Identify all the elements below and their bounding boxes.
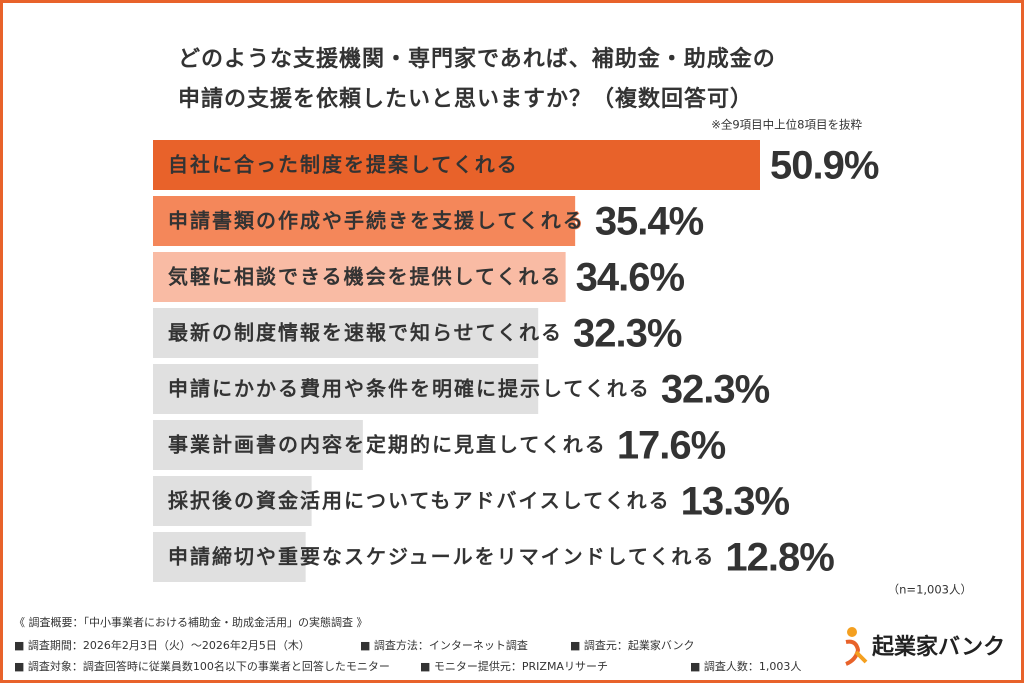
value-label: 12.8% — [725, 536, 834, 580]
category-label: 最新の制度情報を速報で知らせてくれる — [168, 321, 563, 345]
category-label: 気軽に相談できる機会を提供してくれる — [168, 265, 562, 289]
value-label: 13.3% — [681, 480, 790, 524]
bar — [153, 196, 576, 246]
value-label: 17.6% — [617, 424, 726, 468]
value-label: 32.3% — [661, 368, 770, 412]
bar — [153, 420, 363, 470]
chart-title: どのような支援機関・専門家であれば、補助金・助成金の — [178, 46, 776, 72]
bar — [153, 364, 539, 414]
category-label: 事業計画書の内容を定期的に見直してくれる — [168, 433, 607, 457]
category-label: 採択後の資金活用についてもアドバイスしてくれる — [168, 489, 671, 513]
bar — [153, 308, 539, 358]
survey-method: ■ 調査方法：インターネット調査 — [360, 638, 528, 652]
value-label: 35.4% — [595, 200, 704, 244]
category-label: 申請締切や重要なスケジュールをリマインドしてくれる — [168, 545, 715, 569]
sample-size: （n=1,003人） — [888, 583, 972, 597]
bar — [153, 532, 306, 582]
bar — [153, 476, 312, 526]
survey-source: ■ 調査元：起業家バンク — [570, 638, 694, 652]
category-label: 申請書類の作成や手続きを支援してくれる — [168, 209, 585, 233]
value-label: 34.6% — [576, 256, 685, 300]
bar — [153, 140, 760, 190]
survey-heading: 《 調査概要：「中小事業者における補助金・助成金活用」の実態調査 》 — [14, 615, 368, 629]
logo-text: 起業家バンク — [871, 634, 1005, 660]
survey-target: ■ 調査対象：調査回答時に従業員数100名以下の事業者と回答したモニター — [14, 659, 390, 673]
category-label: 自社に合った制度を提案してくれる — [168, 153, 519, 177]
chart-title: 申請の支援を依頼したいと思いますか？（複数回答可） — [178, 86, 753, 112]
value-label: 32.3% — [573, 312, 682, 356]
note: ※全9項目中上位8項目を抜粋 — [711, 118, 862, 132]
value-label: 50.9% — [770, 144, 879, 188]
survey-count: ■ 調査人数：1,003人 — [690, 659, 801, 673]
bar — [153, 252, 566, 302]
survey-panel: ■ モニター提供元：PRIZMAリサーチ — [420, 659, 608, 673]
category-label: 申請にかかる費用や条件を明確に提示してくれる — [168, 377, 651, 401]
survey-period: ■ 調査期間：2026年2月3日（火）～2026年2月5日（木） — [14, 638, 310, 652]
logo-icon — [845, 627, 868, 666]
